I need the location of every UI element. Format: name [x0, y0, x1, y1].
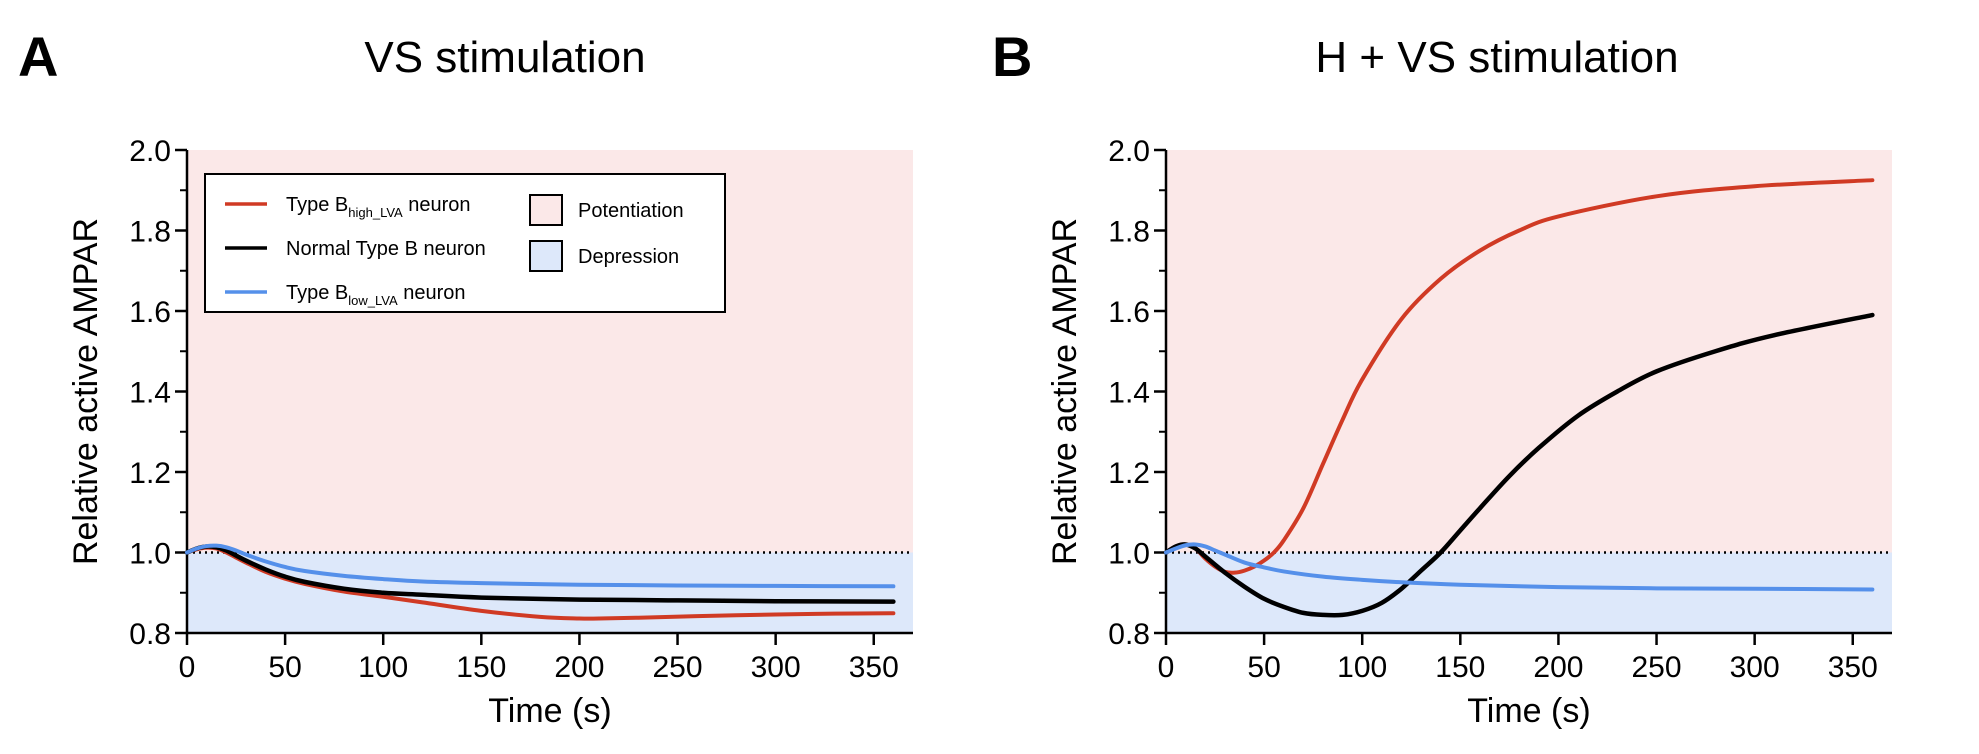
legend-label-main: Type B [286, 282, 348, 304]
series-line-type-b-low-lva-neuron-a [185, 543, 896, 589]
x-tick-label-a: 150 [456, 651, 506, 684]
legend-region-label-2: Depression [578, 246, 679, 268]
legend-label-subscript: low_LVA [348, 293, 398, 308]
x-axis-label-a: Time (s) [488, 692, 611, 730]
y-tick-label-b: 2.0 [1108, 135, 1150, 168]
y-tick-label-b: 0.8 [1108, 618, 1150, 651]
x-tick-label-b: 100 [1337, 651, 1387, 684]
legend-label-suffix: neuron [403, 194, 471, 216]
panel-letter-a: A [18, 25, 58, 88]
legend-label-subscript: high_LVA [348, 205, 403, 220]
y-tick-label-b: 1.4 [1108, 377, 1150, 410]
y-tick-label-b: 1.0 [1108, 538, 1150, 571]
legend-label-2: Normal Type B neuron [286, 238, 486, 260]
legend-region-swatch-2 [529, 240, 563, 272]
y-tick-label-b: 1.8 [1108, 216, 1150, 249]
x-tick-label-b: 150 [1435, 651, 1485, 684]
x-tick-label-b: 0 [1158, 651, 1175, 684]
y-tick-label-b: 1.2 [1108, 457, 1150, 490]
series-line-type-b-low-lva-neuron-b [1164, 542, 1875, 592]
x-tick-label-b: 50 [1247, 651, 1280, 684]
y-tick-label-a: 2.0 [129, 135, 171, 168]
y-tick-label-a: 0.8 [129, 618, 171, 651]
plot-b: 0.8 1.0 1.2 1.4 1.6 1.8 2.0 0 50 100 150 200 250 300 3… [1046, 135, 1892, 730]
legend-label-suffix: neuron [398, 282, 466, 304]
panel-letter-b: B [992, 25, 1032, 88]
y-tick-label-a: 1.8 [129, 216, 171, 249]
y-axis-label-b: Relative active AMPAR [1046, 218, 1084, 565]
y-tick-label-a: 1.4 [129, 377, 171, 410]
panel-b-title: H + VS stimulation [1315, 33, 1678, 82]
x-tick-label-b: 200 [1533, 651, 1583, 684]
x-axis-label-b: Time (s) [1467, 692, 1590, 730]
panel-a-title: VS stimulation [364, 33, 645, 82]
x-tick-label-b: 300 [1730, 651, 1780, 684]
series-line-normal-type-b-neuron-b [1163, 312, 1875, 618]
x-tick-label-a: 200 [554, 651, 604, 684]
legend-box [204, 173, 726, 313]
x-tick-label-b: 250 [1632, 651, 1682, 684]
legend-region-swatch-1 [529, 194, 563, 226]
region-potentiation-b [1166, 150, 1892, 553]
region-depression-a [187, 552, 913, 633]
legend-region-label-1: Potentiation [578, 200, 684, 222]
x-tick-label-a: 300 [751, 651, 801, 684]
x-tick-label-a: 250 [653, 651, 703, 684]
region-depression-b [1166, 552, 1892, 633]
legend-label-main: Type B [286, 194, 348, 216]
y-tick-label-a: 1.6 [129, 296, 171, 329]
x-tick-label-a: 50 [268, 651, 301, 684]
y-tick-label-a: 1.2 [129, 457, 171, 490]
y-tick-label-b: 1.6 [1108, 296, 1150, 329]
legend-label-1: Type Bhigh_LVA neuron [286, 194, 471, 220]
x-tick-label-a: 0 [179, 651, 196, 684]
y-axis-label-a: Relative active AMPAR [67, 218, 105, 565]
x-tick-label-a: 350 [849, 651, 899, 684]
x-tick-label-b: 350 [1828, 651, 1878, 684]
legend-label-main: Normal Type B neuron [286, 238, 486, 260]
y-tick-label-a: 1.0 [129, 538, 171, 571]
legend-label-3: Type Blow_LVA neuron [286, 282, 466, 308]
x-tick-label-a: 100 [358, 651, 408, 684]
